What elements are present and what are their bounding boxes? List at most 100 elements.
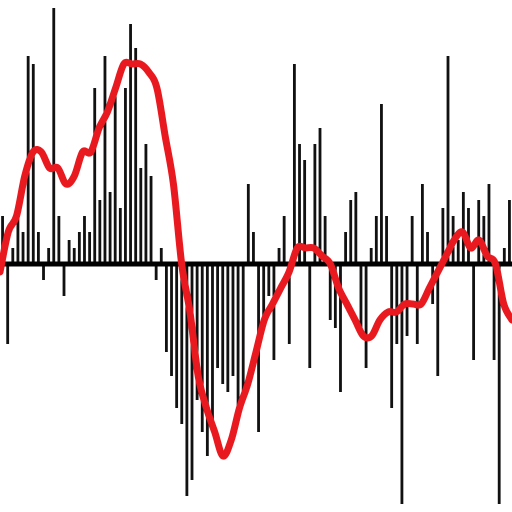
bar [282,216,286,264]
bar [400,264,404,504]
bar [252,232,255,264]
bar [170,264,173,376]
bar [175,264,179,408]
bar [385,216,388,264]
bar [492,264,496,360]
bar [154,264,158,280]
bar [195,264,199,400]
bar [144,144,148,264]
bar [477,200,481,264]
bar [328,264,332,320]
bar [124,88,127,264]
bar [211,264,214,424]
bar [47,248,51,264]
bar [272,264,276,360]
bar [57,216,61,264]
bar [16,200,20,264]
bar [349,200,353,264]
bar [497,264,501,504]
bar [103,56,107,264]
bar [502,248,506,264]
bar [129,24,132,264]
bar [374,216,378,264]
bar [113,96,117,264]
bar [395,264,399,344]
bar [303,160,307,264]
bar [262,264,266,328]
bar [461,192,465,264]
bar [21,232,25,264]
bar [482,216,486,264]
bar [267,264,271,296]
bar [221,264,225,384]
bar [359,264,363,336]
bar [231,264,235,376]
bar [410,216,414,264]
bar [323,216,327,264]
bar [472,264,476,360]
bar [77,232,81,264]
bar [380,104,383,264]
bar [236,264,240,408]
bar [216,264,220,368]
bar [441,208,445,264]
bar [31,64,35,264]
baseline [0,261,512,267]
line-layer [0,58,512,460]
smoothed-series-line [0,58,512,460]
bar [426,232,429,264]
bar [67,240,71,264]
bar [344,232,348,264]
bar [139,168,143,264]
bar [333,264,337,328]
bar [318,128,322,264]
bar [313,144,317,264]
bars-layer [1,8,511,504]
bar [241,264,245,400]
bar [134,48,138,264]
bar [1,216,4,264]
bar [36,232,40,264]
bar [339,264,342,392]
bar [180,264,184,424]
bar [508,200,511,264]
bar [72,248,76,264]
bar [487,184,491,264]
bar [390,264,394,408]
bar [354,192,358,264]
bar [118,208,122,264]
bar [364,264,368,368]
bar [185,264,189,496]
bar [52,8,56,264]
bar [6,264,10,344]
bar [226,264,230,392]
bar [88,232,92,264]
bar [149,176,153,264]
bar [11,248,15,264]
bar [164,264,168,352]
bar [98,200,102,264]
bar [287,264,291,344]
bar [93,88,97,264]
bar [159,248,163,264]
bar [190,264,194,480]
bar [83,216,86,264]
bar [436,264,440,376]
bar [292,64,296,264]
bar [108,192,112,264]
bar [200,264,204,432]
bar [205,264,209,456]
bar [42,264,45,280]
bar [420,184,424,264]
bar [246,184,250,264]
bar [369,248,373,264]
bar [277,248,281,264]
bar [456,240,460,264]
baseline-layer [0,261,512,267]
bar [298,144,301,264]
bar [446,56,450,264]
bar [308,264,312,368]
